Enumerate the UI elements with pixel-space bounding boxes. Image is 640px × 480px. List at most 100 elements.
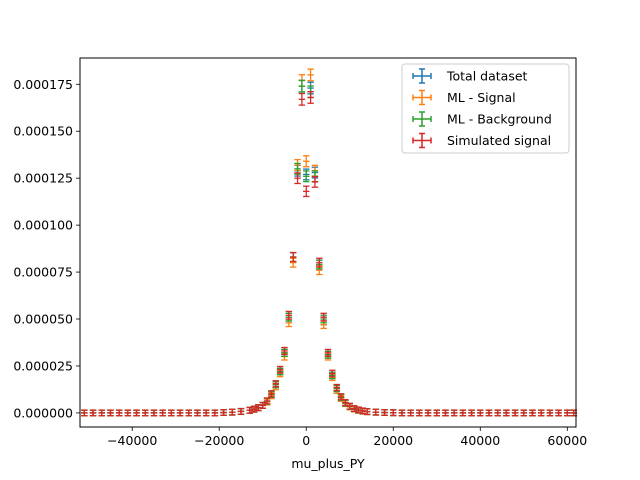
data-point (303, 155, 310, 168)
data-point (529, 409, 536, 417)
x-tick-label: −20000 (194, 433, 244, 448)
data-point (324, 348, 332, 357)
x-axis: −40000 −20000 0 20000 40000 60000 (107, 427, 587, 448)
y-tick-label: 0.000175 (13, 77, 73, 92)
data-point (211, 409, 219, 417)
data-point (150, 409, 158, 417)
data-point (229, 408, 236, 416)
y-tick-label: 0.000150 (13, 124, 73, 139)
data-point (307, 90, 314, 104)
data-point (485, 409, 493, 417)
data-point (564, 409, 571, 417)
data-point (342, 399, 349, 407)
data-point (424, 409, 432, 417)
data-point (168, 409, 175, 417)
data-point (546, 409, 554, 417)
data-point (107, 409, 114, 417)
data-point (98, 409, 105, 417)
legend-marker-icon (412, 68, 432, 84)
y-tick-label: 0.000000 (13, 405, 73, 420)
data-point (285, 310, 293, 320)
data-point (124, 409, 132, 417)
data-point (416, 409, 423, 417)
data-point (303, 170, 310, 183)
data-point (276, 365, 284, 374)
series-simulated-signal (81, 90, 578, 417)
data-point (298, 79, 306, 93)
data-point (142, 409, 149, 417)
legend-label: Simulated signal (447, 133, 551, 148)
data-point (237, 407, 245, 415)
legend-marker-icon (412, 111, 432, 127)
data-point (372, 408, 380, 416)
data-point (520, 409, 527, 417)
x-axis-label: mu_plus_PY (291, 456, 365, 471)
legend-label: ML - Background (447, 112, 552, 127)
data-point (390, 409, 397, 417)
data-point (381, 409, 388, 416)
data-point (268, 390, 275, 398)
legend-marker-icon (412, 132, 432, 149)
data-point (272, 380, 279, 388)
x-tick-label: 40000 (460, 433, 500, 448)
data-point (159, 409, 166, 417)
y-tick-label: 0.000075 (13, 265, 73, 280)
data-point (289, 251, 297, 263)
data-point (350, 405, 358, 413)
data-point (202, 409, 210, 417)
legend: Total dataset ML - Signal ML - Background S… (401, 63, 570, 154)
y-tick-label: 0.000025 (13, 358, 73, 373)
data-point (329, 369, 336, 378)
x-tick-label: −40000 (107, 433, 157, 448)
data-point (442, 409, 449, 417)
data-point (359, 407, 367, 415)
x-tick-label: 60000 (547, 433, 587, 448)
data-point (263, 397, 271, 405)
y-axis: 0.000000 0.000025 0.000050 0.000075 0.000100… (13, 77, 80, 420)
data-point (220, 409, 227, 416)
data-point (311, 176, 319, 188)
data-point (450, 409, 458, 417)
data-point (316, 257, 323, 268)
data-point (303, 185, 310, 198)
y-tick-label: 0.000100 (13, 218, 73, 233)
data-point (250, 405, 258, 413)
data-point (433, 409, 440, 417)
data-point (398, 409, 406, 417)
y-tick-label: 0.000050 (13, 312, 73, 327)
data-point (320, 312, 327, 322)
data-point (307, 68, 314, 82)
data-point (407, 409, 414, 417)
data-point (363, 408, 371, 416)
plot-frame (79, 57, 577, 428)
data-point (511, 409, 519, 417)
data-point (468, 409, 475, 417)
legend-box (401, 63, 570, 154)
legend-label: Total dataset (446, 69, 528, 84)
data-point (133, 409, 140, 417)
legend-marker-icon (412, 89, 432, 106)
data-point (333, 383, 340, 392)
data-point (537, 409, 545, 417)
data-point (259, 401, 266, 409)
data-point (281, 346, 288, 356)
data-point (503, 409, 510, 417)
data-point (459, 409, 467, 417)
data-point (246, 406, 253, 414)
data-point (194, 409, 201, 417)
data-point (337, 393, 345, 401)
data-point (176, 409, 184, 417)
data-point (115, 409, 123, 417)
data-point (294, 172, 301, 185)
x-tick-label: 0 (302, 433, 310, 448)
data-point (555, 409, 562, 417)
data-point (89, 409, 97, 417)
data-point (494, 409, 501, 417)
data-point (355, 406, 362, 414)
data-point (185, 409, 192, 417)
data-marks (81, 68, 578, 417)
y-tick-label: 0.000125 (13, 171, 73, 186)
legend-label: ML - Signal (447, 90, 516, 105)
data-point (477, 409, 484, 417)
